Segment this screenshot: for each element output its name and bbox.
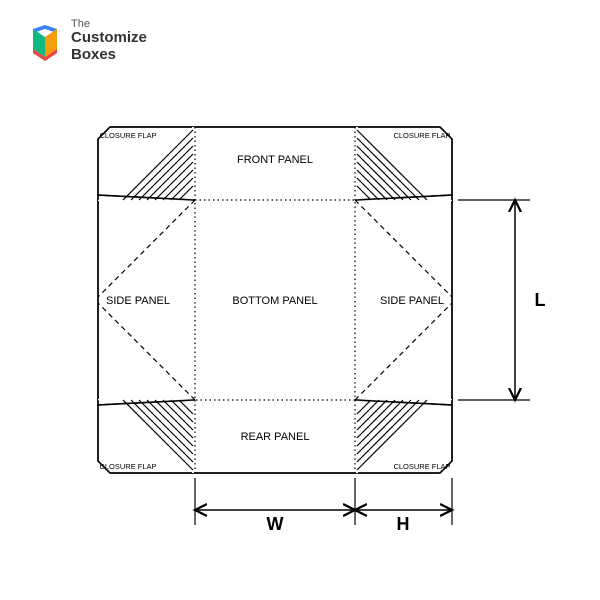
label-side-left: SIDE PANEL bbox=[106, 295, 170, 307]
label-flap-br: CLOSURE FLAP bbox=[393, 462, 450, 471]
dieline-diagram: FRONT PANEL BOTTOM PANEL REAR PANEL SIDE… bbox=[0, 0, 600, 600]
hatch-tr bbox=[357, 130, 427, 200]
label-flap-tr: CLOSURE FLAP bbox=[393, 131, 450, 140]
hatch-bl bbox=[123, 400, 193, 470]
dim-w-label: W bbox=[267, 514, 284, 534]
wing-left-bot-diag bbox=[98, 303, 195, 400]
hatch-br bbox=[357, 400, 427, 470]
wing-right-top-diag bbox=[355, 200, 452, 297]
label-bottom-panel: BOTTOM PANEL bbox=[232, 295, 317, 307]
label-flap-bl: CLOSURE FLAP bbox=[99, 462, 156, 471]
label-rear-panel: REAR PANEL bbox=[241, 431, 310, 443]
label-front-panel: FRONT PANEL bbox=[237, 154, 313, 166]
hatch-tl bbox=[123, 130, 193, 200]
dim-h-label: H bbox=[397, 514, 410, 534]
wing-right-bot-diag bbox=[355, 303, 452, 400]
dim-l-label: L bbox=[535, 290, 546, 310]
label-side-right: SIDE PANEL bbox=[380, 295, 444, 307]
label-flap-tl: CLOSURE FLAP bbox=[99, 131, 156, 140]
wing-left-top-diag bbox=[98, 200, 195, 297]
